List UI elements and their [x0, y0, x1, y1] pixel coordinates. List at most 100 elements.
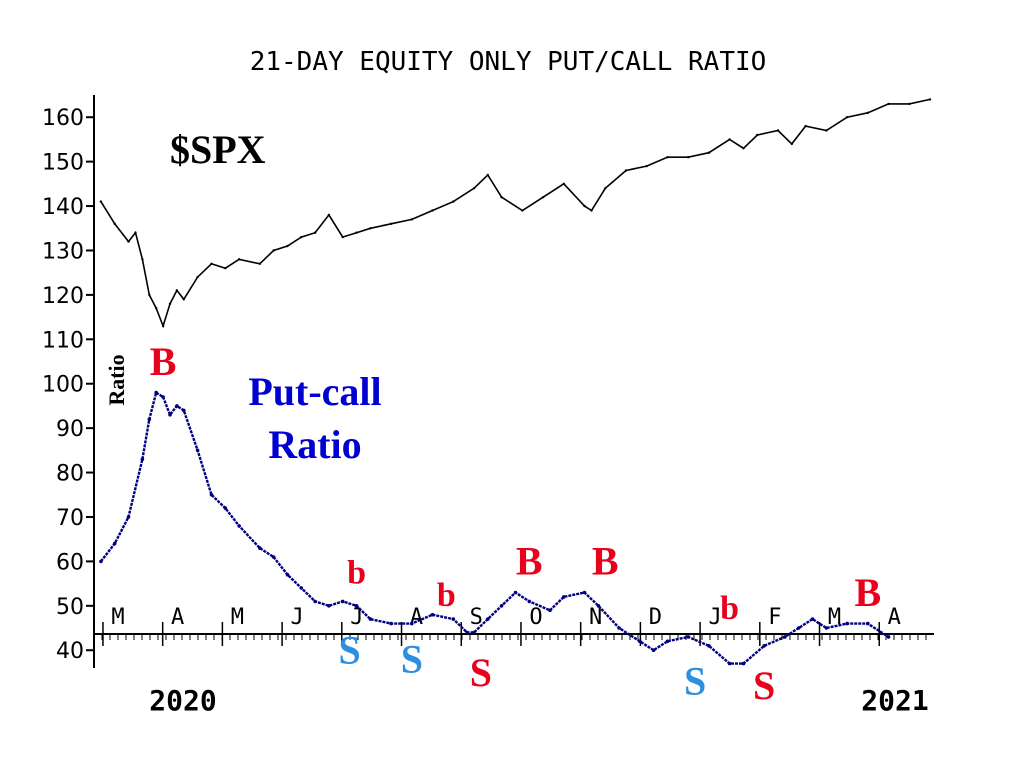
y-tick-label: 160 — [42, 106, 84, 131]
x-tick-label: J — [290, 605, 303, 630]
spx-point — [452, 200, 455, 203]
spx-point — [272, 249, 275, 252]
sell-signal-label: S — [753, 663, 775, 708]
x-tick-label: M — [828, 605, 841, 630]
x-tick-label: A — [171, 605, 184, 630]
put-call-ratio-point — [389, 621, 393, 626]
spx-point — [224, 267, 227, 270]
y-tick-label: 80 — [56, 462, 84, 487]
y-tick-label: 100 — [42, 373, 84, 398]
put-call-ratio-point — [451, 617, 456, 621]
put-call-ratio-point — [299, 586, 304, 590]
buy-signal-label: b — [437, 577, 456, 614]
spx-point — [845, 116, 849, 119]
put-call-ratio-point — [486, 617, 490, 621]
put-call-ratio-point — [168, 413, 172, 417]
buy-signal-label: B — [592, 539, 619, 584]
put-call-ratio-point — [126, 515, 131, 519]
put-call-ratio-point — [182, 408, 186, 413]
spx-point — [486, 173, 489, 177]
spx-point — [210, 262, 213, 265]
y-tick-label: 140 — [42, 195, 84, 220]
spx-point — [928, 98, 932, 101]
x-tick-label: A — [410, 605, 423, 630]
put-call-ratio-point — [340, 599, 345, 604]
buy-signal-label: b — [720, 590, 739, 627]
buy-signal-label: B — [854, 570, 881, 615]
spx-point — [908, 102, 911, 106]
y-tick-label: 60 — [56, 550, 84, 575]
spx-series-label: $SPX — [170, 127, 266, 172]
spx-point — [313, 231, 317, 234]
put-call-ratio-point — [175, 404, 179, 408]
put-call-ratio-point — [499, 604, 504, 608]
put-call-ratio-point — [617, 626, 621, 630]
x-tick-label: M — [111, 605, 124, 630]
put-call-ratio-point — [651, 648, 656, 652]
spx-point — [141, 258, 144, 261]
buy-signal-label: B — [150, 339, 177, 384]
spx-point — [825, 129, 828, 132]
spx-point — [604, 187, 607, 190]
put-call-ratio-point — [638, 639, 642, 644]
year-label-2020: 2020 — [149, 684, 216, 717]
axes — [93, 95, 934, 668]
y-tick-label: 90 — [56, 417, 84, 442]
put-call-ratio-point — [513, 590, 518, 595]
spx-point — [666, 156, 669, 159]
y-tick-label: 150 — [42, 151, 84, 176]
spx-point — [161, 324, 165, 328]
y-tick-label: 110 — [42, 328, 84, 353]
put-call-ratio-point — [762, 644, 766, 648]
put-call-ratio-point — [154, 390, 158, 395]
sell-signal-label: S — [684, 659, 706, 704]
y-tick-label: 120 — [42, 284, 84, 309]
put-call-ratio-point — [237, 524, 241, 528]
put-call-ratio-point — [195, 448, 200, 453]
put-call-ratio-point — [866, 621, 870, 626]
spx-point — [258, 262, 261, 265]
put-call-ratio-point — [271, 555, 276, 559]
y-tick-label: 40 — [56, 639, 84, 664]
y-tick-label: 130 — [42, 239, 84, 264]
spx-point — [887, 102, 890, 106]
x-tick-label: F — [768, 605, 781, 630]
spx-point — [728, 138, 731, 141]
put-call-ratio-point — [845, 621, 849, 626]
put-call-ratio-point — [430, 612, 435, 617]
put-call-ratio-point — [707, 644, 711, 648]
spx-point — [624, 169, 628, 172]
spx-point — [286, 244, 289, 248]
put-call-ratio-point — [810, 617, 815, 621]
spx-line — [100, 98, 931, 329]
put-call-ratio-point — [313, 599, 317, 604]
x-tick-label: N — [589, 605, 602, 630]
spx-point — [590, 209, 593, 212]
put-call-ratio-point — [285, 572, 290, 577]
put-call-ratio-point — [665, 639, 670, 644]
spx-point — [742, 147, 745, 150]
spx-point — [541, 196, 545, 199]
series-layer — [99, 98, 932, 666]
put-call-ratio-point — [796, 626, 801, 630]
spx-point — [562, 182, 565, 185]
spx-point — [355, 231, 358, 234]
y-axis-label: Ratio — [104, 354, 129, 405]
put-call-ratio-point — [582, 590, 587, 595]
spx-point — [790, 142, 793, 146]
chart-title: 21-DAY EQUITY ONLY PUT/CALL RATIO — [250, 47, 767, 77]
buy-signal-label: b — [347, 555, 366, 592]
spx-point — [472, 187, 476, 190]
put-call-ratio-point — [209, 493, 214, 497]
spx-point — [645, 164, 648, 168]
put-call-ratio-point — [727, 661, 732, 666]
spx-point — [148, 293, 151, 297]
put-call-ratio-point — [147, 417, 152, 422]
put-call-ratio-point — [258, 546, 262, 550]
x-tick-label: O — [529, 605, 542, 630]
spx-point — [687, 156, 690, 159]
put-call-ratio-point — [354, 604, 359, 608]
put-call-ratio-point — [223, 506, 228, 510]
spx-point — [237, 258, 241, 261]
